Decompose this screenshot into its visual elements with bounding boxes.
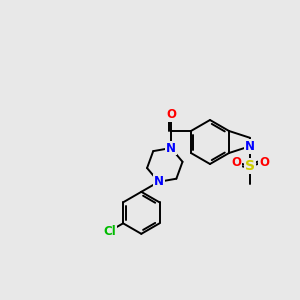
Text: O: O	[231, 156, 241, 169]
Text: O: O	[259, 156, 269, 169]
Text: N: N	[245, 140, 255, 153]
Text: O: O	[166, 109, 176, 122]
Text: Cl: Cl	[103, 225, 116, 238]
Text: N: N	[154, 175, 164, 188]
Text: S: S	[245, 159, 255, 173]
Text: N: N	[166, 142, 176, 154]
